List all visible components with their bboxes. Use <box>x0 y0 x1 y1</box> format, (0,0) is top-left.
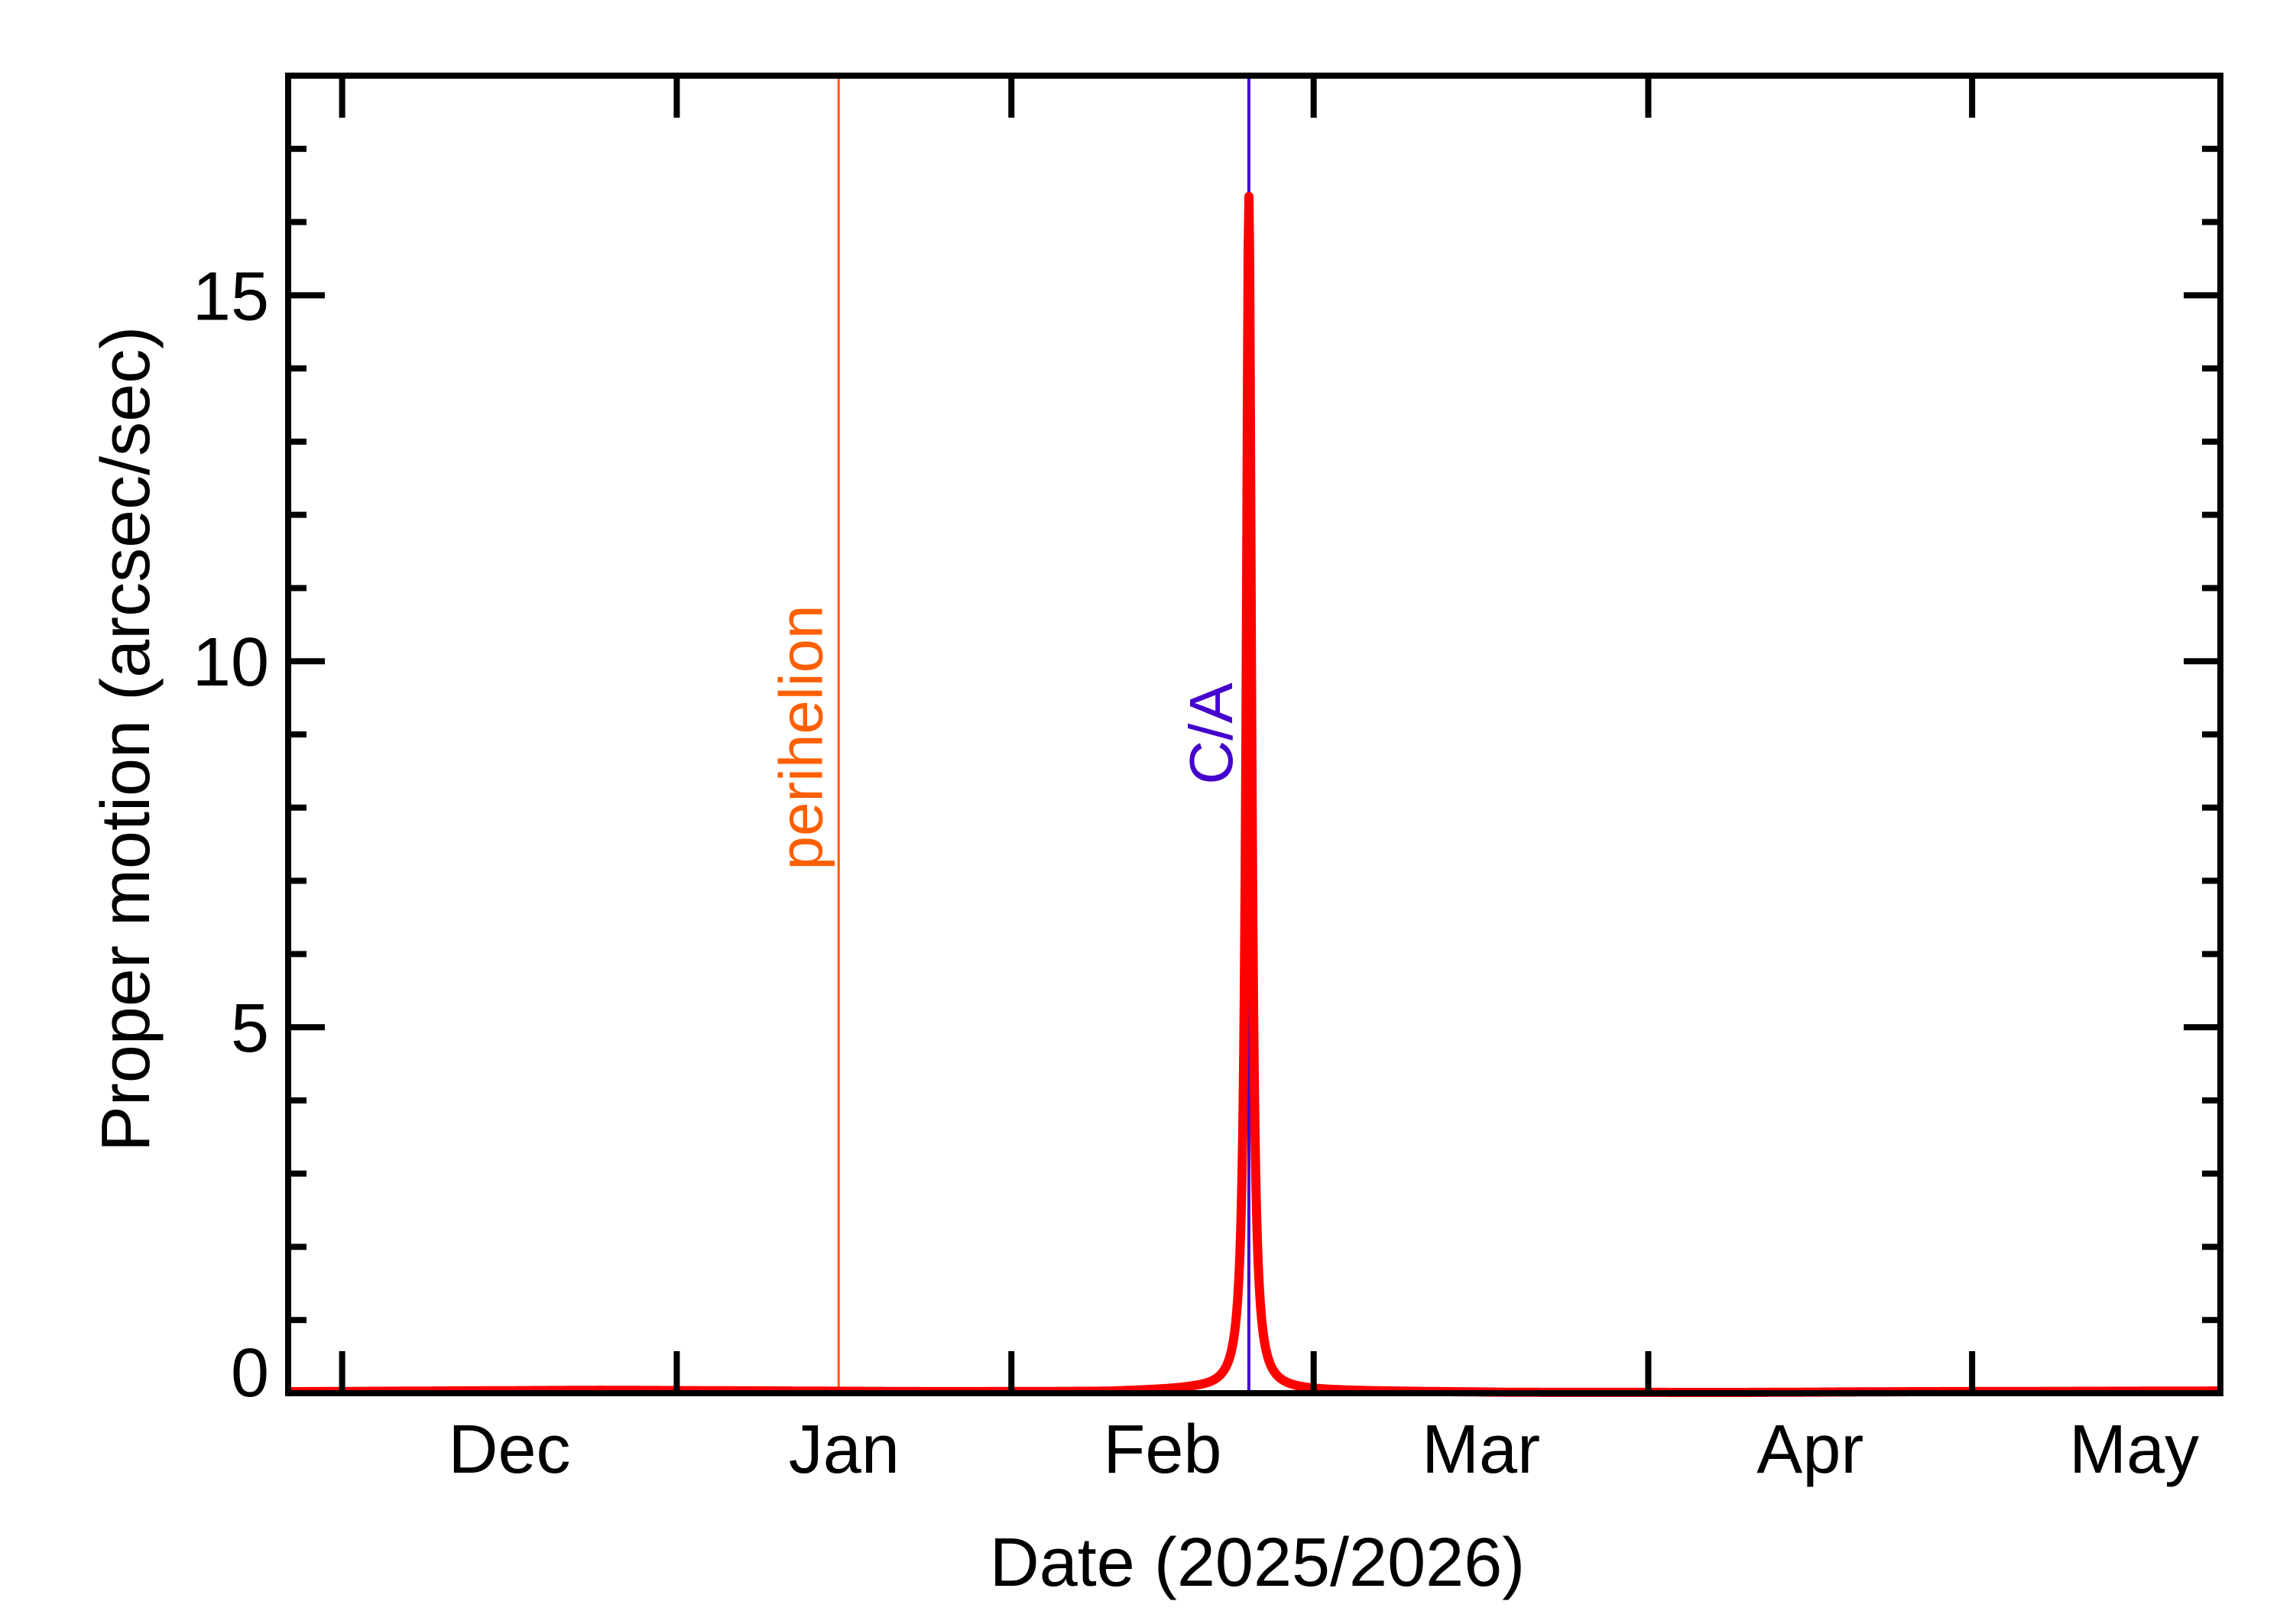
axis-ticks <box>288 73 2220 1396</box>
proper-motion-line <box>284 192 2224 1397</box>
perihelion-label: perihelion <box>767 605 835 870</box>
x-tick-label: May <box>2069 1412 2199 1488</box>
y-tick-label: 0 <box>231 1335 269 1412</box>
x-tick-label: Dec <box>448 1412 570 1488</box>
y-tick-label: 15 <box>193 258 269 335</box>
x-tick-label: Jan <box>789 1412 900 1488</box>
x-tick-label: Mar <box>1422 1412 1540 1488</box>
x-tick-labels: Dec Jan Feb Mar Apr May <box>448 1412 2199 1488</box>
y-axis-title: Proper motion (arcsec/sec) <box>88 326 164 1152</box>
y-tick-labels: 0 5 10 15 <box>193 258 269 1412</box>
x-tick-label: Apr <box>1756 1412 1863 1488</box>
y-tick-label: 10 <box>193 624 269 701</box>
plot-frame <box>285 73 2223 1396</box>
close-approach-label: C/A <box>1177 682 1245 785</box>
x-tick-label: Feb <box>1103 1412 1221 1488</box>
y-tick-label: 5 <box>231 990 269 1067</box>
x-axis-title: Date (2025/2026) <box>990 1525 1526 1601</box>
annotation-labels: perihelion C/A <box>767 605 1245 870</box>
